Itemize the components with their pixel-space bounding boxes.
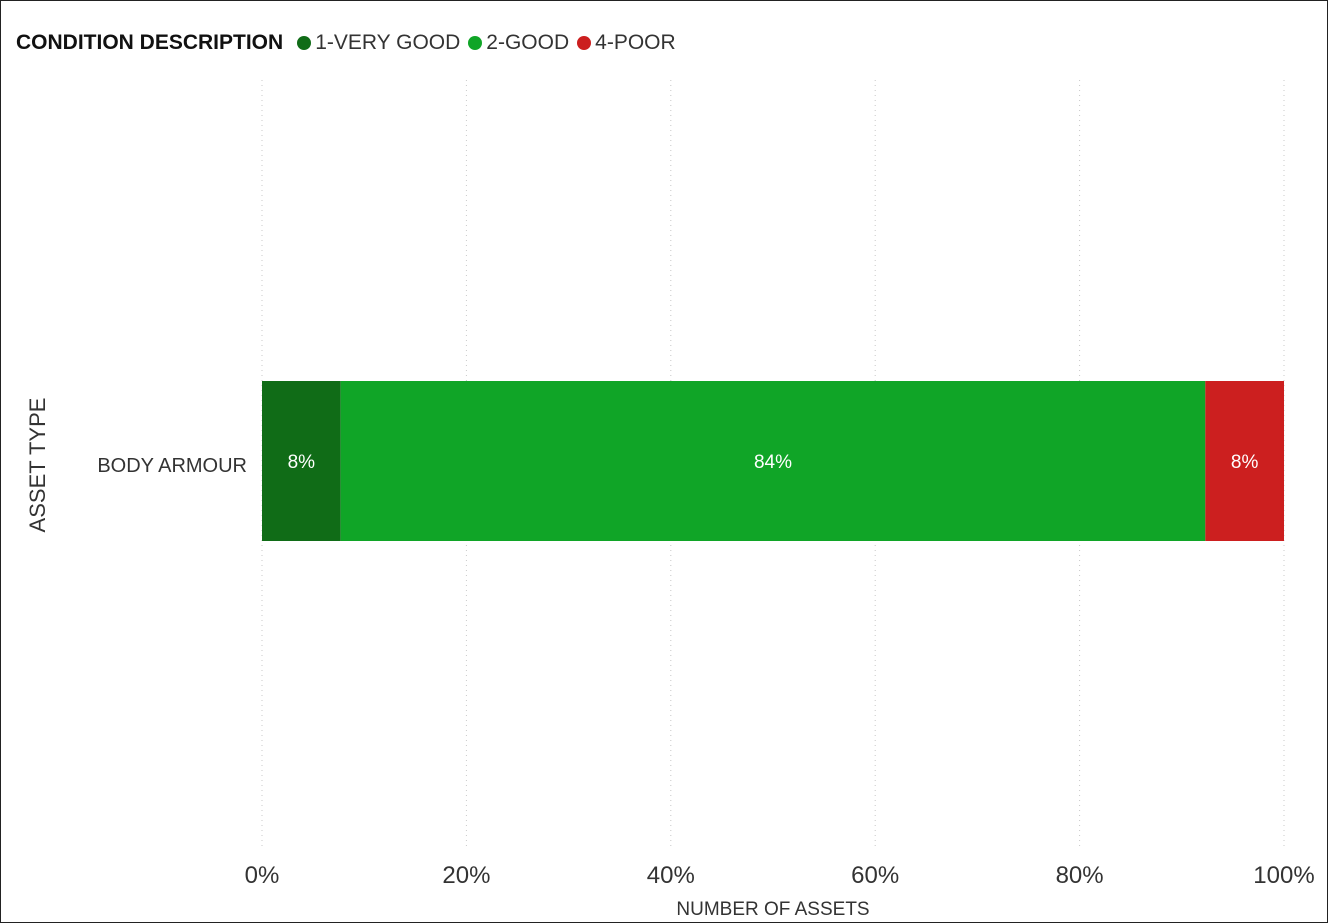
- data-label: 8%: [288, 452, 316, 473]
- gridlines: [261, 80, 1285, 848]
- y-axis-category-label: BODY ARMOUR: [97, 455, 247, 477]
- legend-item-good[interactable]: 2-GOOD: [468, 31, 569, 55]
- bar-segment-2-good[interactable]: [340, 381, 1206, 541]
- legend-item-very-good[interactable]: 1-VERY GOOD: [297, 31, 460, 55]
- x-axis-title: NUMBER OF ASSETS: [676, 899, 869, 920]
- x-tick-label: 80%: [1056, 862, 1104, 889]
- data-label: 8%: [1231, 452, 1259, 473]
- legend-label-good: 2-GOOD: [486, 31, 570, 54]
- data-labels: 8% 84% 8%: [288, 452, 1259, 473]
- legend-swatch-poor: [577, 36, 592, 50]
- x-tick-label: 60%: [851, 862, 899, 889]
- legend-swatch-very-good: [297, 36, 312, 50]
- x-tick-label: 40%: [647, 862, 695, 889]
- bar-segment-1-very-good[interactable]: [262, 381, 341, 541]
- x-axis-ticks: 0% 20% 40% 60% 80% 100%: [245, 862, 1315, 889]
- bar-segments: [262, 381, 1284, 541]
- bar-segment-4-poor[interactable]: [1205, 381, 1284, 541]
- legend-label-very-good: 1-VERY GOOD: [315, 31, 461, 54]
- legend: CONDITION DESCRIPTION 1-VERY GOOD 2-GOOD…: [16, 31, 684, 55]
- legend-item-poor[interactable]: 4-POOR: [577, 31, 676, 55]
- x-tick-label: 20%: [442, 862, 490, 889]
- legend-label-poor: 4-POOR: [595, 31, 676, 54]
- data-label: 84%: [754, 452, 792, 473]
- legend-title: CONDITION DESCRIPTION: [16, 31, 284, 54]
- y-axis-title: ASSET TYPE: [25, 398, 50, 533]
- legend-swatch-good: [468, 36, 483, 50]
- x-tick-label: 0%: [245, 862, 280, 889]
- x-tick-label: 100%: [1253, 862, 1314, 889]
